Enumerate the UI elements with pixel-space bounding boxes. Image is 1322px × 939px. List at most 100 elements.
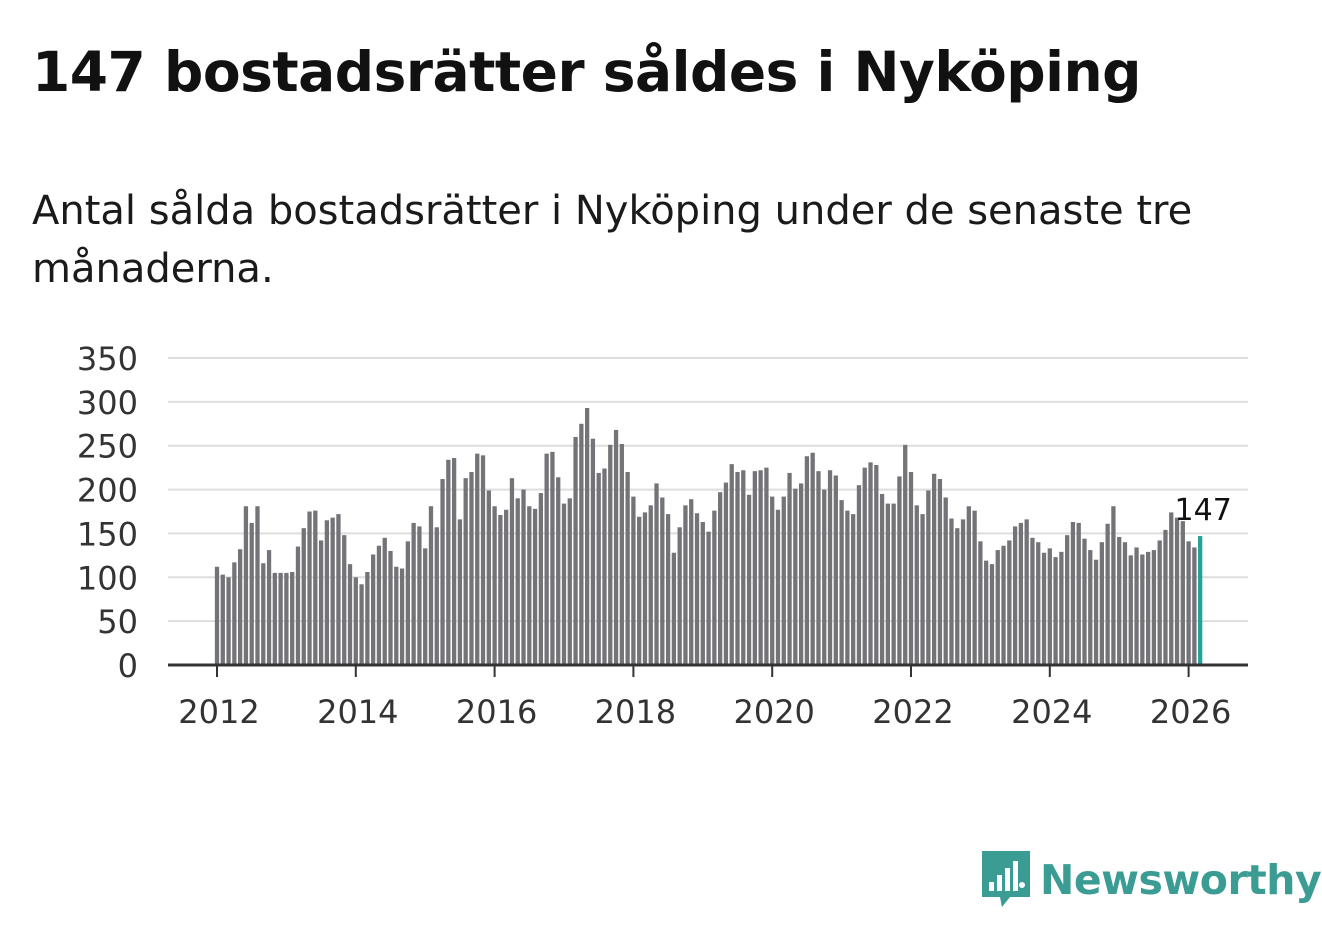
bar (845, 510, 850, 665)
bar (272, 572, 277, 665)
bar (1030, 537, 1035, 665)
y-tick-label: 0 (118, 647, 138, 685)
bar (1099, 542, 1104, 665)
bar (966, 506, 971, 665)
bar (984, 560, 989, 665)
x-tick-label: 2022 (872, 693, 953, 731)
bar (648, 505, 653, 665)
bar (584, 408, 590, 665)
bar (353, 577, 358, 665)
bar (718, 492, 723, 665)
bar (804, 456, 810, 665)
bar (1122, 542, 1128, 665)
bar (486, 490, 491, 665)
bar (995, 550, 1000, 665)
bar (793, 488, 798, 665)
bar (469, 472, 474, 665)
bar (214, 566, 220, 665)
bar (602, 468, 607, 665)
bar (220, 574, 225, 665)
bar (920, 514, 925, 665)
bar (989, 564, 995, 665)
bar (741, 470, 746, 665)
bar (434, 527, 439, 665)
y-tick-label: 300 (77, 384, 138, 422)
bar (394, 566, 399, 665)
bar (1059, 551, 1064, 665)
bar (527, 506, 532, 665)
bar (365, 572, 370, 665)
bar (1134, 547, 1139, 665)
bar (1105, 523, 1110, 665)
bar (943, 497, 948, 665)
bar (411, 522, 416, 665)
bar (1076, 522, 1081, 665)
bar (816, 471, 821, 665)
bar (492, 506, 497, 665)
bar (949, 518, 954, 665)
bar (1053, 557, 1058, 665)
bar (561, 503, 567, 665)
bar (955, 528, 960, 665)
bar (1001, 545, 1006, 665)
bar (654, 483, 659, 665)
bar (885, 503, 891, 665)
bar (827, 470, 833, 665)
x-tick-label: 2024 (1011, 693, 1092, 731)
bar (781, 496, 786, 665)
bar (683, 505, 688, 665)
y-tick-label: 200 (77, 472, 138, 510)
bar (463, 478, 468, 665)
bar (764, 467, 769, 665)
bar (1012, 526, 1018, 665)
bar (428, 506, 434, 665)
newsworthy-logo-icon (982, 851, 1030, 907)
bar (978, 541, 983, 665)
x-tick-label: 2020 (733, 693, 814, 731)
bar (573, 436, 578, 665)
bar (451, 457, 457, 665)
bar (347, 564, 353, 665)
bar (556, 477, 561, 665)
bar (1174, 517, 1180, 665)
bar (515, 498, 520, 665)
bar (237, 549, 243, 665)
bar (249, 522, 254, 665)
bar (261, 563, 266, 665)
bar (388, 550, 393, 665)
bar (787, 472, 792, 665)
bar (1111, 506, 1116, 665)
bar (417, 526, 422, 665)
bar (752, 471, 757, 665)
bar (833, 475, 838, 665)
bar (677, 527, 682, 665)
bar (382, 537, 387, 665)
bar (1186, 541, 1191, 665)
x-tick-label: 2026 (1150, 693, 1231, 731)
bar (665, 514, 671, 665)
bar (295, 546, 301, 665)
bar (1024, 519, 1029, 665)
bar (775, 509, 781, 665)
bar (359, 584, 364, 665)
x-tick-label: 2014 (317, 693, 398, 731)
bar (1117, 536, 1122, 665)
bar (619, 443, 624, 665)
bar (255, 506, 260, 665)
bar (307, 511, 312, 665)
bar (798, 483, 804, 665)
bar (1082, 538, 1087, 665)
bar (232, 562, 237, 665)
bar (694, 513, 700, 665)
bar (1128, 555, 1133, 665)
page-title: 147 bostadsrätter såldes i Nyköping (32, 40, 1142, 104)
bar (538, 493, 544, 665)
bar (608, 444, 613, 665)
bar (908, 472, 914, 665)
bar (284, 572, 289, 665)
bar (1036, 542, 1041, 665)
bar (301, 528, 306, 665)
bar (1065, 535, 1070, 665)
bar-highlight (1198, 536, 1203, 665)
bar (810, 452, 815, 665)
